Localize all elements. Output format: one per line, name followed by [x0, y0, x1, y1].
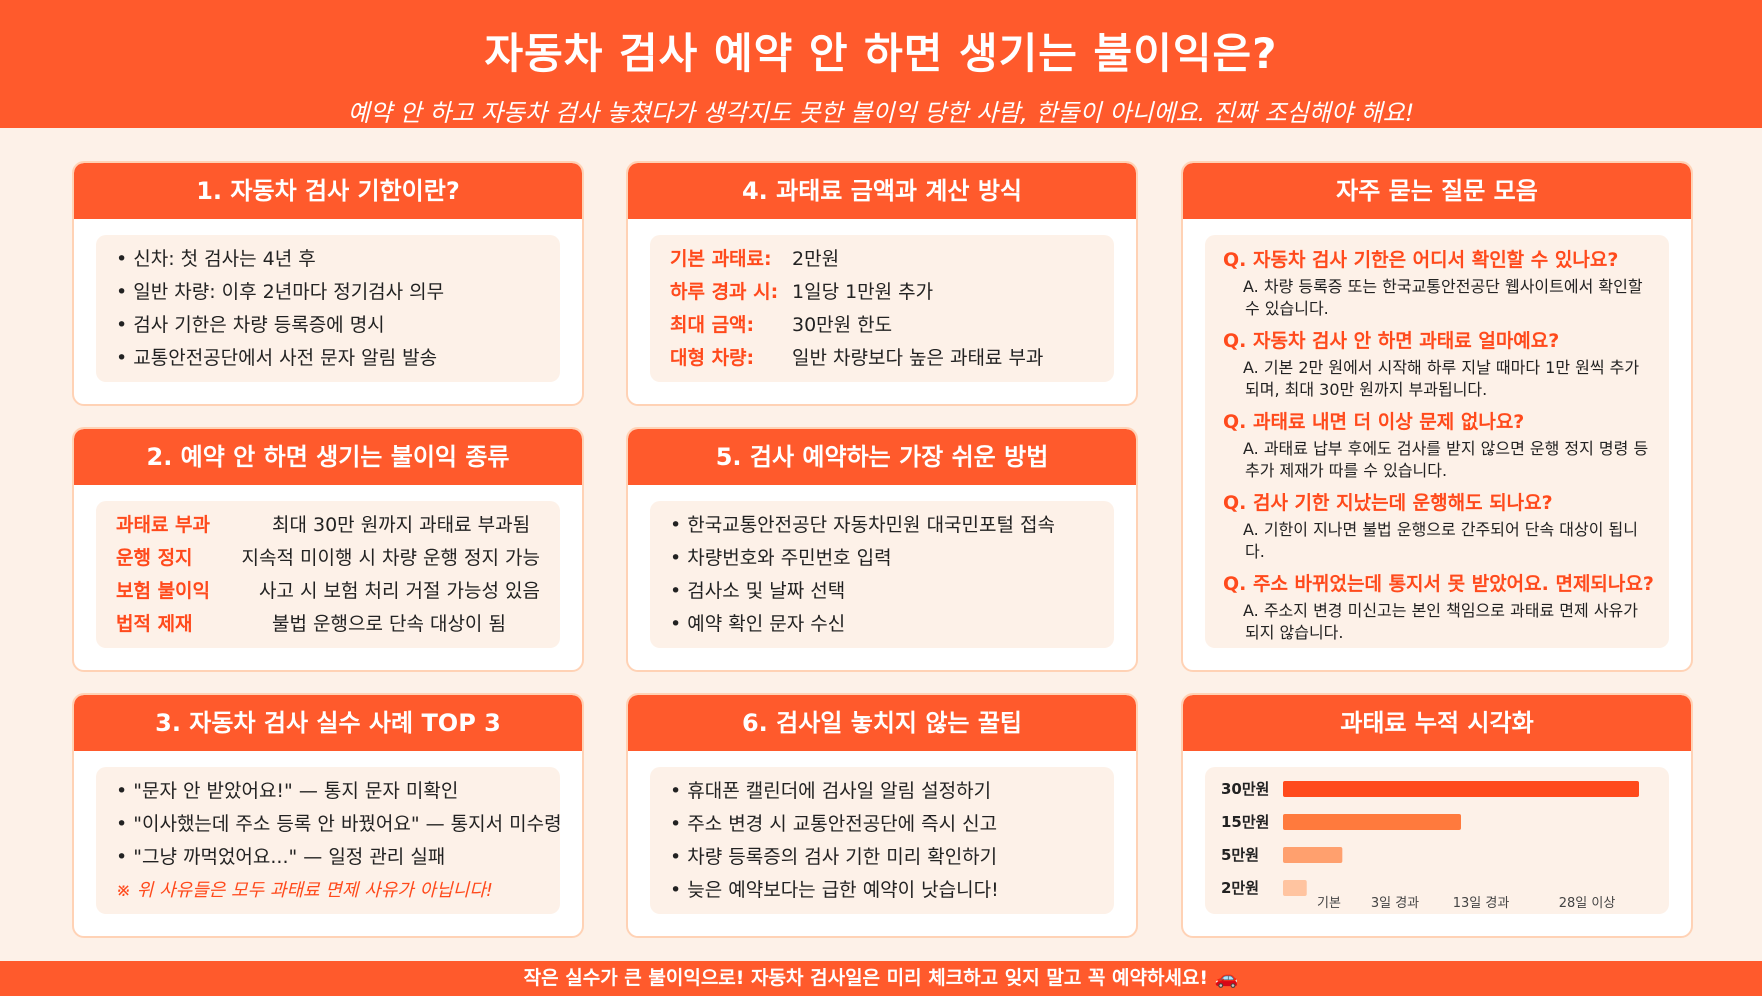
card-body: "문자 안 받았어요!" — 통지 문자 미확인 "이사했는데 주소 등록 안 …	[96, 767, 562, 914]
kv-key: 기본 과태료:	[670, 248, 772, 270]
card-faq: 자주 묻는 질문 모음 Q. 자동차 검사 기한은 어디서 확인할 수 있나요?…	[1181, 161, 1693, 672]
list-item: 신차: 첫 검사는 4년 후	[116, 243, 540, 276]
faq-question: Q. 과태료 내면 더 이상 문제 없나요?	[1223, 411, 1525, 433]
kv-key: 최대 금액:	[670, 314, 755, 336]
card-title: 1. 자동차 검사 기한이란?	[74, 163, 582, 219]
x-tick-label: 28일 이상	[1559, 896, 1616, 911]
header: 자동차 검사 예약 안 하면 생기는 불이익은? 예약 안 하고 자동차 검사 …	[0, 0, 1762, 128]
list-item: "그냥 까먹었어요..." — 일정 관리 실패	[116, 841, 540, 874]
kv-value: 사고 시 보험 처리 거절 가능성 있음	[259, 580, 540, 602]
faq-question: Q. 자동차 검사 기한은 어디서 확인할 수 있나요?	[1223, 249, 1619, 271]
faq-question: Q. 주소 바뀌었는데 통지서 못 받았어요. 면제되나요?	[1223, 573, 1654, 595]
kv-row: 법적 제재 불법 운행으로 단속 대상이 됨	[116, 608, 540, 641]
card-title: 2. 예약 안 하면 생기는 불이익 종류	[74, 429, 582, 485]
bar	[1283, 847, 1343, 863]
card-body: 휴대폰 캘린더에 검사일 알림 설정하기 주소 변경 시 교통안전공단에 즉시 …	[650, 767, 1114, 914]
faq-answer: A. 기한이 지나면 불법 운행으로 간주되어 단속 대상이 됩니다.	[1243, 520, 1638, 561]
bar	[1283, 814, 1461, 830]
list-item: "문자 안 받았어요!" — 통지 문자 미확인	[116, 775, 540, 808]
card-title: 6. 검사일 놓치지 않는 꿀팁	[628, 695, 1136, 751]
footer-banner: 작은 실수가 큰 불이익으로! 자동차 검사일은 미리 체크하고 잊지 말고 꼭…	[0, 961, 1762, 996]
card-title: 3. 자동차 검사 실수 사례 TOP 3	[74, 695, 582, 751]
kv-key: 법적 제재	[116, 613, 193, 635]
page-title: 자동차 검사 예약 안 하면 생기는 불이익은?	[484, 29, 1278, 78]
card-mistake-cases: 3. 자동차 검사 실수 사례 TOP 3 "문자 안 받았어요!" — 통지 …	[72, 693, 584, 938]
list-item: 예약 확인 문자 수신	[670, 608, 1094, 641]
list-item: 차량 등록증의 검사 기한 미리 확인하기	[670, 841, 1094, 874]
warning-note: ※ 위 사유들은 모두 과태료 면제 사유가 아닙니다!	[116, 880, 493, 901]
bar-label: 2만원	[1221, 879, 1259, 897]
faq-body: Q. 자동차 검사 기한은 어디서 확인할 수 있나요? A. 차량 등록증 또…	[1205, 235, 1669, 648]
kv-row: 하루 경과 시: 1일당 1만원 추가	[670, 276, 1094, 309]
page-subtitle: 예약 안 하고 자동차 검사 놓쳤다가 생각지도 못한 불이익 당한 사람, 한…	[347, 99, 1415, 127]
list-item: 차량번호와 주민번호 입력	[670, 542, 1094, 575]
list-item: 일반 차량: 이후 2년마다 정기검사 의무	[116, 276, 540, 309]
x-tick-label: 13일 경과	[1453, 896, 1510, 911]
list-item: 늦은 예약보다는 급한 예약이 낫습니다!	[670, 874, 1094, 907]
faq-question: Q. 자동차 검사 안 하면 과태료 얼마예요?	[1223, 330, 1560, 352]
card-body: 한국교통안전공단 자동차민원 대국민포털 접속 차량번호와 주민번호 입력 검사…	[650, 501, 1114, 648]
kv-value: 최대 30만 원까지 과태료 부과됨	[272, 514, 531, 536]
kv-row: 과태료 부과 최대 30만 원까지 과태료 부과됨	[116, 509, 540, 542]
card-inspection-deadline: 1. 자동차 검사 기한이란? 신차: 첫 검사는 4년 후 일반 차량: 이후…	[72, 161, 584, 406]
card-reservation-method: 5. 검사 예약하는 가장 쉬운 방법 한국교통안전공단 자동차민원 대국민포털…	[626, 427, 1138, 672]
faq-question: Q. 검사 기한 지났는데 운행해도 되나요?	[1223, 492, 1553, 514]
bar-label: 30만원	[1221, 780, 1269, 798]
list-item: 검사 기한은 차량 등록증에 명시	[116, 309, 540, 342]
kv-key: 대형 차량:	[670, 347, 755, 369]
kv-key: 과태료 부과	[116, 514, 211, 536]
list-item: "이사했는데 주소 등록 안 바꿨어요" — 통지서 미수령	[116, 808, 561, 841]
card-title: 자주 묻는 질문 모음	[1183, 163, 1691, 219]
card-tips: 6. 검사일 놓치지 않는 꿀팁 휴대폰 캘린더에 검사일 알림 설정하기 주소…	[626, 693, 1138, 938]
x-tick-label: 기본	[1317, 896, 1341, 911]
card-title: 4. 과태료 금액과 계산 방식	[628, 163, 1136, 219]
kv-row: 최대 금액: 30만원 한도	[670, 309, 1094, 342]
list-item: 교통안전공단에서 사전 문자 알림 발송	[116, 342, 540, 375]
card-body: 기본 과태료: 2만원 하루 경과 시: 1일당 1만원 추가 최대 금액: 30만원…	[650, 235, 1114, 382]
faq-answer: A. 기본 2만 원에서 시작해 하루 지날 때마다 1만 원씩 추가되며, 최…	[1243, 358, 1640, 399]
card-title: 5. 검사 예약하는 가장 쉬운 방법	[628, 429, 1136, 485]
card-title: 과태료 누적 시각화	[1183, 695, 1691, 751]
bar	[1283, 781, 1639, 797]
card-body: 과태료 부과 최대 30만 원까지 과태료 부과됨 운행 정지 지속적 미이행 시 …	[96, 501, 560, 648]
kv-key: 하루 경과 시:	[670, 281, 779, 303]
bar-label: 15만원	[1221, 813, 1269, 831]
kv-row: 보험 불이익 사고 시 보험 처리 거절 가능성 있음	[116, 575, 540, 608]
card-body: 신차: 첫 검사는 4년 후 일반 차량: 이후 2년마다 정기검사 의무 검사…	[96, 235, 560, 382]
faq-answer: A. 차량 등록증 또는 한국교통안전공단 웹사이트에서 확인할 수 있습니다.	[1243, 277, 1643, 318]
faq-answer: A. 주소지 변경 미신고는 본인 책임으로 과태료 면제 사유가 되지 않습니…	[1243, 601, 1638, 642]
kv-value: 지속적 미이행 시 차량 운행 정지 가능	[241, 547, 540, 569]
x-tick-label: 3일 경과	[1371, 896, 1419, 911]
list-item: 휴대폰 캘린더에 검사일 알림 설정하기	[670, 775, 1094, 808]
kv-value: 불법 운행으로 단속 대상이 됨	[272, 613, 506, 635]
bar	[1283, 880, 1307, 896]
kv-value: 1일당 1만원 추가	[792, 281, 934, 303]
kv-value: 일반 차량보다 높은 과태료 부과	[792, 347, 1044, 369]
card-fine-amount: 4. 과태료 금액과 계산 방식 기본 과태료: 2만원 하루 경과 시: 1일당 …	[626, 161, 1138, 406]
bar-label: 5만원	[1221, 846, 1259, 864]
card-penalty-types: 2. 예약 안 하면 생기는 불이익 종류 과태료 부과 최대 30만 원까지 과…	[72, 427, 584, 672]
faq-answer: A. 과태료 납부 후에도 검사를 받지 않으면 운행 정지 명령 등 추가 제…	[1243, 439, 1649, 480]
kv-row: 기본 과태료: 2만원	[670, 243, 1094, 276]
kv-key: 보험 불이익	[116, 580, 211, 602]
kv-value: 30만원 한도	[792, 314, 893, 336]
list-item: 주소 변경 시 교통안전공단에 즉시 신고	[670, 808, 1094, 841]
kv-row: 대형 차량: 일반 차량보다 높은 과태료 부과	[670, 342, 1094, 375]
kv-row: 운행 정지 지속적 미이행 시 차량 운행 정지 가능	[116, 542, 540, 575]
kv-key: 운행 정지	[116, 547, 193, 569]
kv-value: 2만원	[792, 248, 840, 270]
list-item: 검사소 및 날짜 선택	[670, 575, 1094, 608]
list-item: 한국교통안전공단 자동차민원 대국민포털 접속	[670, 509, 1094, 542]
